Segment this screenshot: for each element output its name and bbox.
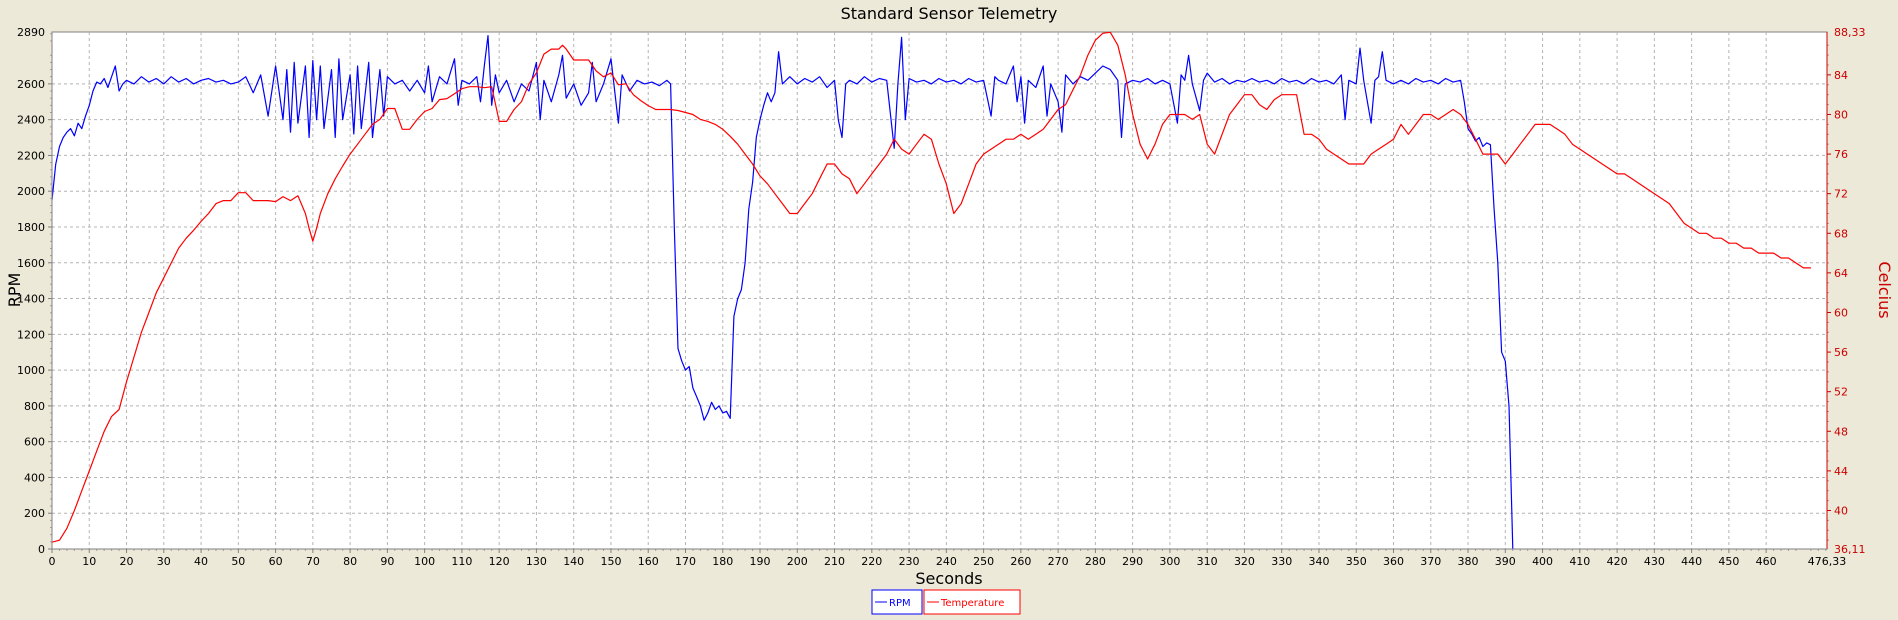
x-tick-label: 60 <box>269 555 283 568</box>
y-right-tick-label: 44 <box>1834 465 1848 478</box>
grid-lines <box>52 32 1827 549</box>
y-left-tick-label: 2600 <box>17 78 45 91</box>
x-tick-label: 290 <box>1122 555 1143 568</box>
x-tick-label: 100 <box>414 555 435 568</box>
plot-area <box>51 31 1828 550</box>
x-end-label: 476,33 <box>1808 555 1847 568</box>
x-tick-label: 460 <box>1756 555 1777 568</box>
y-left-tick-label: 2400 <box>17 114 45 127</box>
x-tick-label: 320 <box>1234 555 1255 568</box>
y-left-tick-label: 1800 <box>17 221 45 234</box>
x-tick-label: 190 <box>750 555 771 568</box>
y-left-tick-label: 400 <box>24 471 45 484</box>
y-right-tick-label: 80 <box>1834 108 1848 121</box>
x-tick-label: 230 <box>899 555 920 568</box>
x-tick-label: 220 <box>861 555 882 568</box>
x-tick-label: 130 <box>526 555 547 568</box>
x-tick-label: 50 <box>231 555 245 568</box>
x-tick-label: 350 <box>1346 555 1367 568</box>
series-line-rpm <box>51 34 1514 550</box>
x-tick-label: 0 <box>49 555 56 568</box>
y-right-tick-label: 60 <box>1834 306 1848 319</box>
x-tick-label: 20 <box>120 555 134 568</box>
y-left-tick-label: 1400 <box>17 293 45 306</box>
x-tick-label: 420 <box>1607 555 1628 568</box>
x-tick-label: 90 <box>380 555 394 568</box>
y-left-tick-label: 0 <box>38 543 45 556</box>
x-tick-label: 280 <box>1085 555 1106 568</box>
legend-label-temperature: Temperature <box>940 598 1004 609</box>
legend-label-rpm: RPM <box>889 598 911 609</box>
axes: 0 10 20 30 40 50 60 70 80 90 100 110 120 130 140 150 160… <box>17 26 1866 568</box>
series-lines <box>51 31 1811 550</box>
x-tick-label: 310 <box>1197 555 1218 568</box>
x-tick-label: 390 <box>1495 555 1516 568</box>
x-tick-label: 110 <box>451 555 472 568</box>
y-right-tick-label: 68 <box>1834 227 1848 240</box>
legend-item-temperature <box>923 589 1021 615</box>
x-tick-label: 270 <box>1048 555 1069 568</box>
x-tick-label: 430 <box>1644 555 1665 568</box>
x-tick-label: 400 <box>1532 555 1553 568</box>
x-tick-label: 260 <box>1010 555 1031 568</box>
y-left-tick-label: 200 <box>24 507 45 520</box>
y-axis-left-label: RPM <box>5 273 24 308</box>
y-right-tick-label: 76 <box>1834 148 1848 161</box>
x-tick-label: 330 <box>1271 555 1292 568</box>
x-tick-label: 120 <box>489 555 510 568</box>
x-tick-label: 250 <box>973 555 994 568</box>
y-right-tick-label: 40 <box>1834 504 1848 517</box>
y-right-tick-label: 52 <box>1834 386 1848 399</box>
x-tick-label: 410 <box>1569 555 1590 568</box>
y-right-tick-label: 72 <box>1834 188 1848 201</box>
x-tick-label: 160 <box>638 555 659 568</box>
x-tick-label: 340 <box>1308 555 1329 568</box>
x-tick-label: 70 <box>306 555 320 568</box>
x-tick-label: 140 <box>563 555 584 568</box>
x-tick-label: 170 <box>675 555 696 568</box>
y-left-tick-label: 1600 <box>17 257 45 270</box>
y-right-top-label: 88,33 <box>1834 26 1866 39</box>
y-left-tick-label: 600 <box>24 436 45 449</box>
y-left-tick-label: 1200 <box>17 328 45 341</box>
y-right-tick-label: 64 <box>1834 267 1848 280</box>
y-right-bottom-label: 36,11 <box>1834 543 1866 556</box>
x-tick-label: 370 <box>1420 555 1441 568</box>
y-right-tick-label: 84 <box>1834 69 1848 82</box>
x-tick-label: 200 <box>787 555 808 568</box>
y-axis-right-label: Celcius <box>1875 261 1894 318</box>
y-left-tick-label: 1000 <box>17 364 45 377</box>
y-left-tick-label: 800 <box>24 400 45 413</box>
y-left-tick-label: 2000 <box>17 185 45 198</box>
y-right-tick-label: 48 <box>1834 425 1848 438</box>
x-tick-label: 40 <box>194 555 208 568</box>
x-tick-label: 80 <box>343 555 357 568</box>
x-tick-label: 240 <box>936 555 957 568</box>
x-tick-label: 10 <box>82 555 96 568</box>
legend: RPM Temperature <box>871 589 1021 615</box>
x-tick-label: 30 <box>157 555 171 568</box>
chart-title: Standard Sensor Telemetry <box>841 4 1058 23</box>
x-tick-label: 360 <box>1383 555 1404 568</box>
y-right-tick-label: 56 <box>1834 346 1848 359</box>
y-left-top-label: 2890 <box>17 26 45 39</box>
x-tick-label: 440 <box>1681 555 1702 568</box>
x-tick-label: 210 <box>824 555 845 568</box>
x-axis-label: Seconds <box>915 569 982 588</box>
x-tick-label: 450 <box>1718 555 1739 568</box>
x-tick-label: 300 <box>1159 555 1180 568</box>
y-left-tick-label: 2200 <box>17 149 45 162</box>
series-line-temperature <box>51 31 1811 543</box>
x-tick-label: 380 <box>1458 555 1479 568</box>
x-tick-label: 150 <box>600 555 621 568</box>
x-tick-label: 180 <box>712 555 733 568</box>
